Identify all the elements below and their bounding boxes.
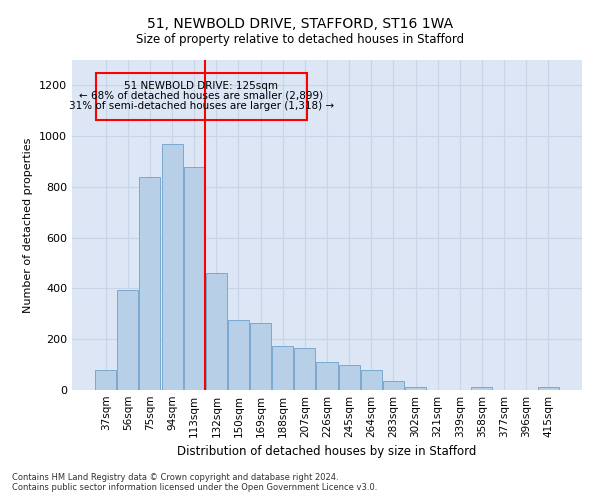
Bar	[295, 348, 316, 390]
X-axis label: Distribution of detached houses by size in Stafford: Distribution of detached houses by size …	[178, 446, 476, 458]
Bar	[206, 273, 227, 390]
Text: 51 NEWBOLD DRIVE: 125sqm: 51 NEWBOLD DRIVE: 125sqm	[124, 81, 278, 91]
Bar	[250, 322, 271, 390]
Y-axis label: Number of detached properties: Number of detached properties	[23, 138, 34, 312]
Bar	[184, 166, 205, 390]
Bar	[405, 388, 426, 390]
Bar	[361, 370, 382, 390]
Bar	[96, 73, 307, 120]
Bar	[161, 144, 182, 390]
Bar	[228, 320, 249, 390]
Bar	[272, 346, 293, 390]
Bar	[338, 364, 359, 390]
Text: Size of property relative to detached houses in Stafford: Size of property relative to detached ho…	[136, 32, 464, 46]
Text: 51, NEWBOLD DRIVE, STAFFORD, ST16 1WA: 51, NEWBOLD DRIVE, STAFFORD, ST16 1WA	[147, 18, 453, 32]
Bar	[383, 381, 404, 390]
Text: 31% of semi-detached houses are larger (1,318) →: 31% of semi-detached houses are larger (…	[69, 101, 334, 111]
Bar	[316, 362, 338, 390]
Text: ← 68% of detached houses are smaller (2,899): ← 68% of detached houses are smaller (2,…	[79, 91, 323, 101]
Bar	[472, 388, 493, 390]
Text: Contains public sector information licensed under the Open Government Licence v3: Contains public sector information licen…	[12, 484, 377, 492]
Bar	[538, 388, 559, 390]
Text: Contains HM Land Registry data © Crown copyright and database right 2024.: Contains HM Land Registry data © Crown c…	[12, 474, 338, 482]
Bar	[139, 177, 160, 390]
Bar	[118, 290, 139, 390]
Bar	[95, 370, 116, 390]
